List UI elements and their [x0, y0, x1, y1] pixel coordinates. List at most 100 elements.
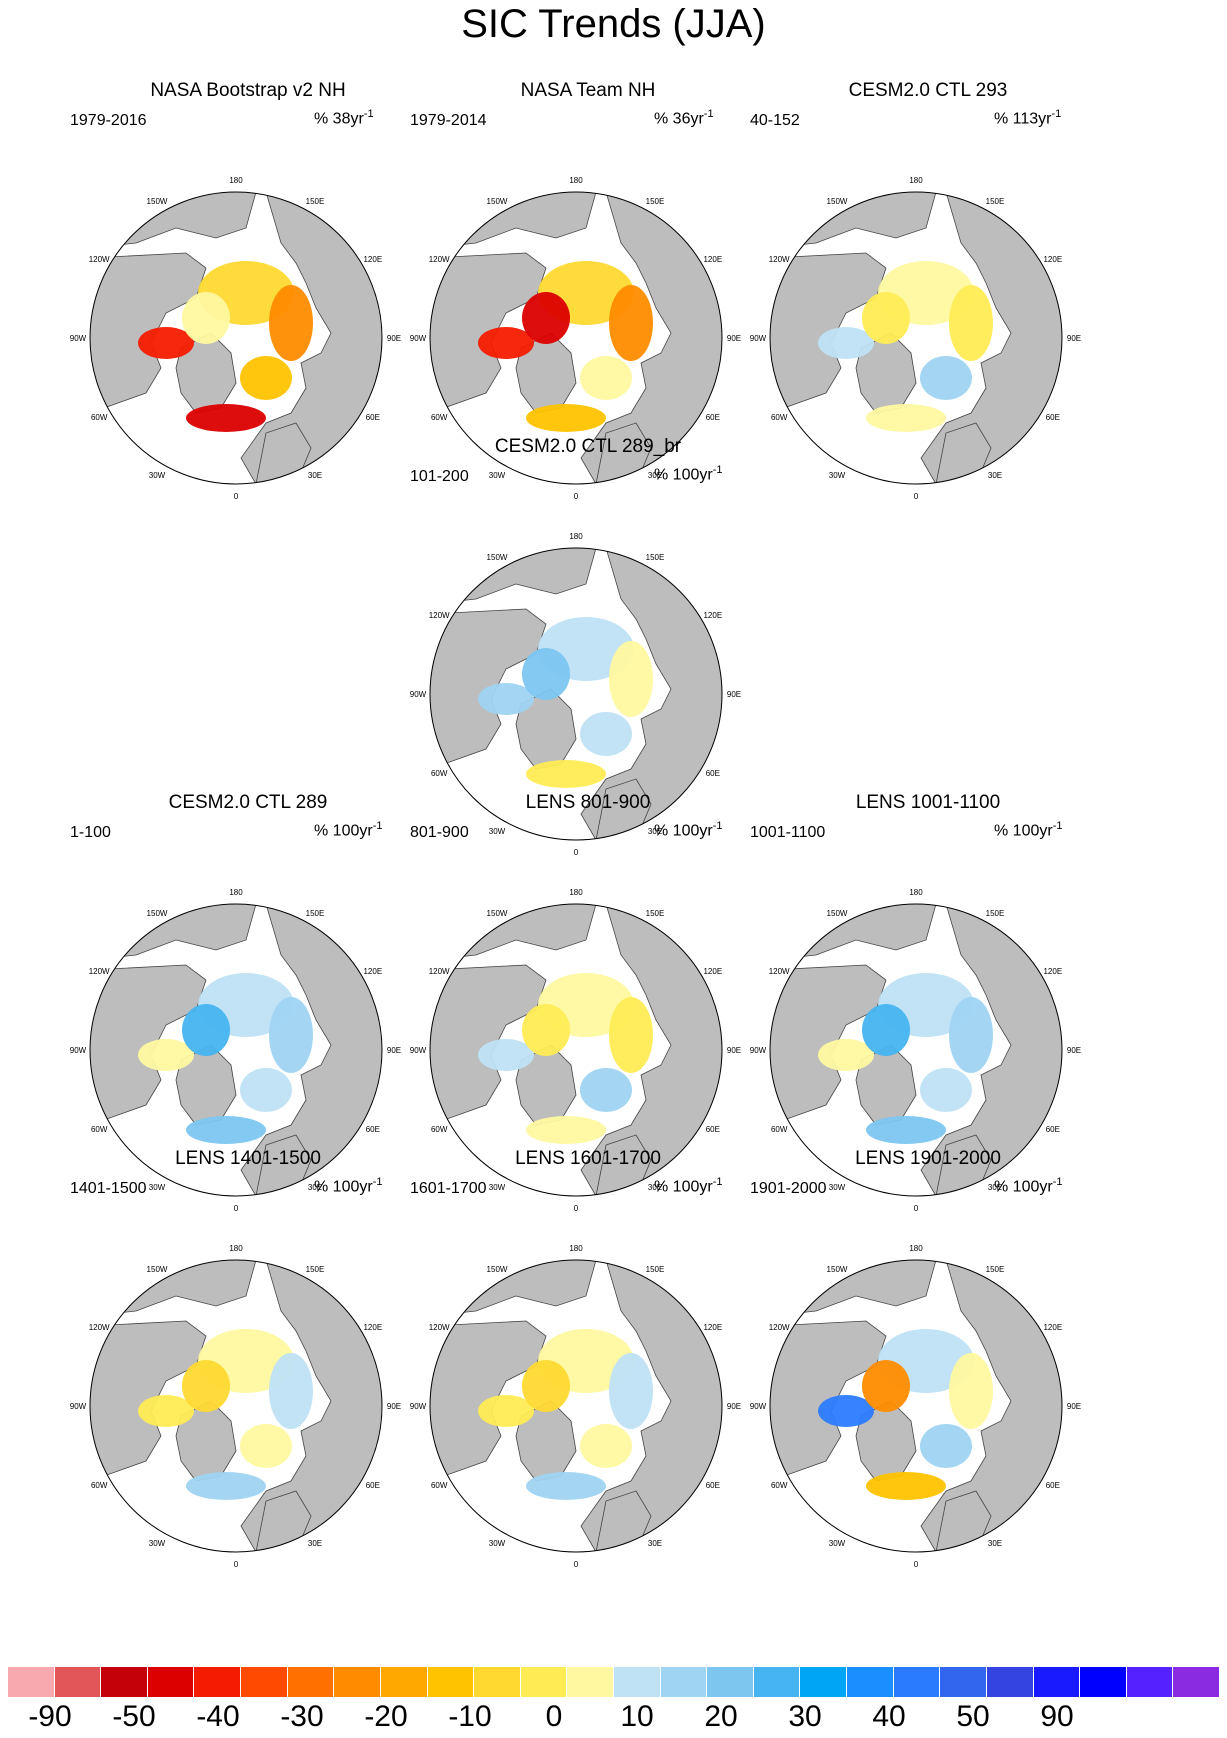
longitude-label: 60W	[771, 1125, 788, 1134]
longitude-label: 90W	[70, 1402, 87, 1411]
colorbar-segment	[520, 1667, 568, 1697]
sic-trend-region	[240, 1068, 292, 1112]
longitude-label: 120W	[429, 255, 450, 264]
sic-trend-region	[240, 356, 292, 400]
longitude-label: 0	[574, 848, 579, 857]
longitude-label: 150W	[487, 553, 508, 562]
panel-title: LENS 1001-1100	[855, 792, 1001, 813]
longitude-label: 0	[914, 492, 919, 501]
longitude-label: 90W	[750, 334, 767, 343]
longitude-label: 150W	[487, 197, 508, 206]
colorbar-tick-label: 50	[956, 1700, 990, 1733]
map-panel: LENS 1401-1500 1401-1500% 100yr-1 180 150W 1…	[68, 1148, 448, 1569]
sic-trend-region	[866, 1116, 946, 1144]
sic-trend-region	[522, 1360, 570, 1412]
longitude-label: 0	[234, 1560, 239, 1569]
longitude-label: 90E	[387, 334, 401, 343]
land	[580, 192, 722, 484]
colorbar-segment	[1126, 1667, 1174, 1697]
sic-trend-region	[580, 1424, 632, 1468]
longitude-label: 120E	[363, 1323, 382, 1332]
land	[595, 422, 652, 484]
longitude-label: 90E	[727, 1046, 741, 1055]
colorbar-segment	[194, 1667, 242, 1697]
colorbar-segment	[660, 1667, 708, 1697]
map-panel: NASA Team NH 1979-2014% 36yr-1 180 150W 150E…	[408, 80, 788, 501]
panel-units: % 100yr-1	[994, 1176, 1062, 1196]
longitude-label: 30W	[149, 471, 166, 480]
longitude-label: 60E	[366, 413, 380, 422]
longitude-label: 120E	[363, 967, 382, 976]
sic-trend-region	[526, 760, 606, 788]
longitude-label: 150E	[306, 197, 325, 206]
colorbar-tick-label: -30	[280, 1700, 324, 1733]
colorbar-segment	[334, 1667, 381, 1697]
units-text: % 100yr	[654, 1178, 713, 1196]
longitude-label: 0	[574, 1560, 579, 1569]
sic-trend-region	[522, 1004, 570, 1056]
longitude-label: 90E	[1067, 1046, 1081, 1055]
longitude-label: 30W	[829, 1539, 846, 1548]
sic-trend-region	[866, 404, 946, 432]
map-panel: LENS 1601-1700 1601-1700% 100yr-1 180 150W 1…	[408, 1148, 788, 1569]
polar-map: 180 150W 150E 120W 120E 90W 90E 60W 60E 30W 30E 0	[70, 888, 401, 1213]
sic-trend-region	[866, 1472, 946, 1500]
panel-title: CESM2.0 CTL 289	[168, 792, 328, 813]
sic-trend-region	[269, 997, 313, 1073]
longitude-label: 180	[569, 1244, 583, 1253]
longitude-label: 0	[574, 1204, 579, 1213]
panel-title: CESM2.0 CTL 289_br	[494, 436, 682, 457]
map-boundary	[89, 1259, 383, 1553]
sic-trend-region	[818, 1039, 874, 1071]
longitude-label: 120E	[1043, 255, 1062, 264]
land	[935, 1134, 992, 1196]
longitude-label: 150E	[986, 909, 1005, 918]
land	[240, 904, 382, 1196]
figure-title: SIC Trends (JJA)	[461, 2, 766, 46]
longitude-label: 60W	[91, 1125, 108, 1134]
sic-trend-region	[182, 292, 230, 344]
longitude-label: 60W	[431, 1481, 448, 1490]
sic-trend-region	[478, 327, 534, 359]
units-text: % 100yr	[314, 822, 373, 840]
colorbar-tick-label: -10	[448, 1700, 492, 1733]
longitude-label: 150W	[827, 1265, 848, 1274]
panel-units: % 100yr-1	[654, 820, 722, 840]
longitude-label: 120W	[769, 967, 790, 976]
units-exponent: -1	[372, 1176, 383, 1188]
map-panel: CESM2.0 CTL 289_br 101-200% 100yr-1 180 150…	[408, 436, 788, 857]
colorbar-tick-label: -40	[196, 1700, 240, 1733]
units-exponent: -1	[712, 464, 723, 476]
panel-title: LENS 1401-1500	[175, 1148, 321, 1169]
panel-units: % 100yr-1	[314, 1176, 382, 1196]
longitude-label: 90W	[410, 1402, 427, 1411]
longitude-label: 90E	[1067, 334, 1081, 343]
longitude-label: 120W	[769, 255, 790, 264]
colorbar-tick-label: -50	[112, 1700, 156, 1733]
land	[595, 1490, 652, 1552]
longitude-label: 120E	[1043, 1323, 1062, 1332]
map-boundary	[429, 1259, 723, 1553]
colorbar-segment	[1033, 1667, 1081, 1697]
map-boundary	[429, 547, 723, 841]
polar-map: 180 150W 150E 120W 120E 90W 90E 60W 60E 30W 30E 0	[70, 176, 401, 501]
longitude-label: 180	[229, 888, 243, 897]
longitude-label: 60E	[366, 1481, 380, 1490]
longitude-label: 120W	[89, 255, 110, 264]
longitude-label: 30E	[648, 1183, 662, 1192]
longitude-label: 150E	[306, 1265, 325, 1274]
longitude-label: 90W	[750, 1402, 767, 1411]
longitude-label: 0	[914, 1204, 919, 1213]
longitude-label: 30E	[308, 471, 322, 480]
sic-trend-region	[920, 356, 972, 400]
longitude-label: 180	[229, 176, 243, 185]
sic-trend-region	[186, 1116, 266, 1144]
sic-trend-region	[949, 285, 993, 361]
colorbar-tick-label: 0	[545, 1700, 563, 1733]
units-exponent: -1	[1052, 820, 1063, 832]
panel-period: 101-200	[410, 468, 469, 485]
longitude-label: 60E	[366, 1125, 380, 1134]
sic-trend-region	[862, 292, 910, 344]
longitude-label: 120E	[703, 255, 722, 264]
land	[935, 1490, 992, 1552]
